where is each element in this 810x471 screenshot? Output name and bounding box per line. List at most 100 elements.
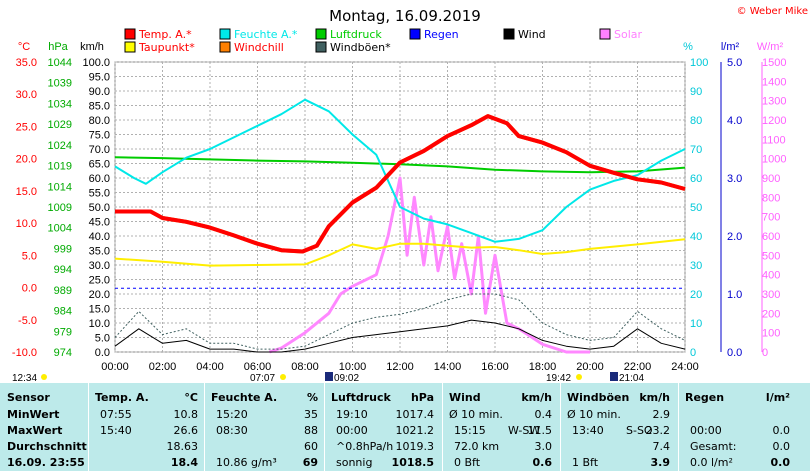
legend-swatch-2 <box>315 28 327 40</box>
solar-axis-tick-1: 1400 <box>762 76 786 88</box>
temp-current: 18.4 <box>170 456 198 469</box>
solar-axis-tick-4: 1100 <box>762 134 786 146</box>
kmh-axis-tick-20: 0.0 <box>95 347 110 359</box>
kmh-axis-tick-7: 65.0 <box>89 159 110 171</box>
humidity-avg: 60 <box>304 440 318 453</box>
temp-axis-tick-4: 15.0 <box>16 186 37 198</box>
humidity-max-time: 08:30 <box>216 424 248 437</box>
wind-max: 11.5 <box>527 424 553 437</box>
temp-max: 26.6 <box>173 424 199 437</box>
solar-axis-tick-9: 600 <box>762 231 780 243</box>
temp-unit: °C <box>184 391 198 404</box>
series-taupunkt- <box>114 238 686 267</box>
hpa-axis-tick-1: 1039 <box>48 78 72 90</box>
wind-max-time: 15:15 <box>454 424 486 437</box>
temp-axis-tick-1: 30.0 <box>16 89 37 101</box>
legend-label-1: Feuchte A.* <box>234 28 298 41</box>
solar-axis-tick-6: 900 <box>762 173 780 185</box>
wind-bft: 0 Bft <box>454 456 481 469</box>
legend-label-6: Taupunkt* <box>138 41 195 54</box>
temp-axis-tick-7: 0.0 <box>22 283 37 295</box>
row-label-current: 16.09. 23:55 <box>7 456 85 469</box>
rain-head: Regen <box>685 391 725 404</box>
x-tick-11: 22:00 <box>624 361 652 373</box>
solar-axis-tick-12: 300 <box>762 289 780 301</box>
gust-bft: 1 Bft <box>572 456 599 469</box>
legend-label-2: Luftdruck <box>330 28 382 41</box>
row-label-min: MinWert <box>7 408 60 421</box>
hpa-axis-tick-13: 979 <box>54 326 72 338</box>
hpa-axis-tick-4: 1024 <box>48 140 72 152</box>
rain-today: 0.0 l/m² <box>690 456 733 469</box>
pct-axis-tick-1: 90 <box>690 86 702 98</box>
row-label-sensor: Sensor <box>7 391 50 404</box>
legend-label-7: Windchill <box>234 41 284 54</box>
x-tick-9: 18:00 <box>529 361 557 373</box>
x-tick-2: 04:00 <box>196 361 224 373</box>
temp-avg: 18.63 <box>166 440 199 453</box>
row-label-avg: Durchschnitt <box>7 440 87 453</box>
moon-icon-right <box>610 372 618 381</box>
series-windb-en- <box>114 293 686 350</box>
temp-axis-tick-9: -10.0 <box>12 347 37 359</box>
solar-axis-tick-14: 100 <box>762 328 780 340</box>
kmh-axis-tick-12: 40.0 <box>89 231 110 243</box>
rain-axis-tick-1: 4.0 <box>727 115 742 127</box>
x-tick-1: 02:00 <box>149 361 177 373</box>
legend-label-8: Windböen* <box>330 41 391 54</box>
gust-avg: 7.4 <box>652 440 671 453</box>
rain-axis-tick-3: 2.0 <box>727 231 742 243</box>
kmh-axis-tick-17: 15.0 <box>89 304 110 316</box>
x-tick-12: 24:00 <box>671 361 699 373</box>
hpa-axis-tick-9: 999 <box>54 243 72 255</box>
wind-unit: km/h <box>521 391 552 404</box>
wind-avg: 3.0 <box>534 440 553 453</box>
kmh-axis-tick-18: 10.0 <box>89 318 110 330</box>
temp-axis-tick-8: -5.0 <box>18 315 37 327</box>
pct-axis-tick-3: 70 <box>690 144 702 156</box>
legend-swatch-7 <box>219 41 231 53</box>
kmh-axis-tick-19: 5.0 <box>95 333 110 345</box>
kmh-axis-tick-9: 55.0 <box>89 188 110 200</box>
gust-avg-label: Ø 10 min. <box>567 408 621 421</box>
gust-unit: km/h <box>639 391 670 404</box>
wind-head: Wind <box>449 391 481 404</box>
solar-axis-tick-15: 0 <box>762 347 768 359</box>
kmh-axis-tick-10: 50.0 <box>89 202 110 214</box>
temp-axis-tick-6: 5.0 <box>22 250 37 262</box>
legend-swatch-0 <box>124 28 136 40</box>
kmh-axis-tick-14: 30.0 <box>89 260 110 272</box>
gust-max-time: 13:40 <box>572 424 604 437</box>
x-tick-10: 20:00 <box>576 361 604 373</box>
wind-avg-label: Ø 10 min. <box>449 408 503 421</box>
rain-unit: l/m² <box>765 391 790 404</box>
solar-axis-tick-7: 800 <box>762 192 780 204</box>
legend-label-5: Solar <box>614 28 643 41</box>
unit-temp: °C <box>18 41 30 53</box>
marker-moon: 21:04 <box>619 373 644 383</box>
unit-rain: l/m² <box>721 41 740 53</box>
kmh-axis-tick-4: 80.0 <box>89 115 110 127</box>
sunset-icon <box>576 374 582 380</box>
series-wind <box>114 319 686 353</box>
series-feuchte-a- <box>114 98 686 243</box>
row-label-max: MaxWert <box>7 424 63 437</box>
chart-title: Montag, 16.09.2019 <box>329 7 481 25</box>
gust-max: 23.2 <box>645 424 671 437</box>
sun-dot-left <box>41 374 47 380</box>
moon-icon-left <box>325 372 333 381</box>
marker-noon: 09:02 <box>334 373 359 383</box>
kmh-axis-tick-1: 95.0 <box>89 72 110 84</box>
pressure-max: 1021.2 <box>395 424 435 437</box>
rain-max: 0.0 <box>772 424 791 437</box>
weather-chart: Montag, 16.09.2019 © Weber Mike Temp. A.* F… <box>12 6 808 383</box>
kmh-axis-tick-2: 90.0 <box>89 86 110 98</box>
kmh-axis-tick-13: 35.0 <box>89 246 110 258</box>
pressure-forecast: sonnig <box>336 456 373 469</box>
x-tick-6: 12:00 <box>386 361 414 373</box>
temp-axis-tick-0: 35.0 <box>16 57 37 69</box>
unit-solar: W/m² <box>757 41 784 53</box>
hpa-axis-tick-8: 1004 <box>48 223 72 235</box>
solar-axis-tick-3: 1200 <box>762 115 786 127</box>
hpa-axis-tick-12: 984 <box>54 306 72 318</box>
